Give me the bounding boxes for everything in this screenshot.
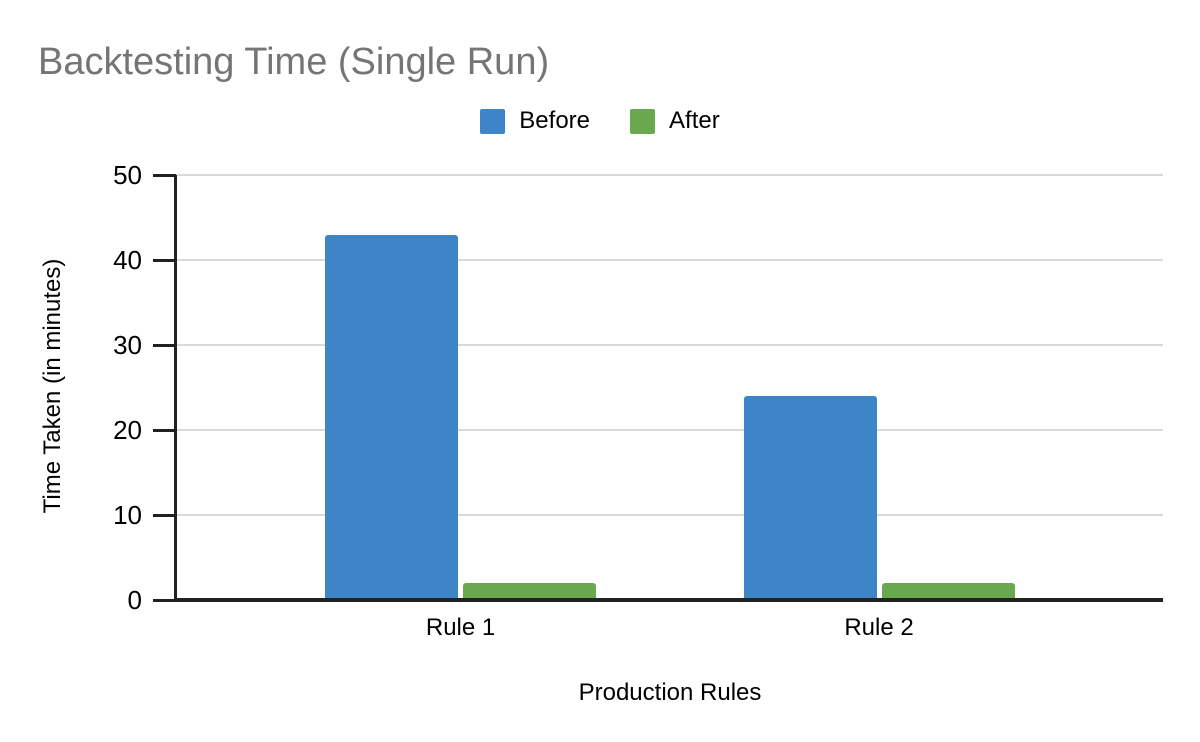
y-tick-label: 10 [113,500,142,530]
y-tick-label: 50 [113,160,142,190]
x-category-label: Rule 1 [425,614,496,641]
gridline [176,259,1163,261]
y-axis-tick [153,258,176,262]
legend-label: After [669,107,720,134]
x-category-label: Rule 2 [844,614,914,641]
bar-after-2 [881,583,1015,600]
y-tick-label: 20 [113,415,142,445]
y-tick-label: 30 [113,330,142,360]
chart-title: Backtesting Time (Single Run) [38,41,550,83]
bar-after-1 [463,583,597,600]
gridline [176,174,1163,176]
gridline [176,514,1163,516]
gridline [176,429,1163,431]
legend-item-after: After [630,106,720,136]
y-axis-tick [153,428,176,432]
y-axis-tick [153,173,176,177]
x-axis-baseline [176,598,1163,602]
y-axis-tick [153,598,176,602]
y-axis-line [174,175,177,602]
legend-label: Before [519,107,591,134]
bar-before-2 [743,396,877,600]
legend: Before After [0,106,1200,136]
legend-swatch-icon [630,108,656,134]
y-tick-label: 40 [113,245,142,275]
y-tick-label: 0 [127,585,142,615]
gridline [176,344,1163,346]
x-axis-title: Production Rules [578,679,762,706]
y-axis-tick [153,513,176,517]
legend-swatch-icon [480,108,506,134]
bar-before-1 [325,234,459,600]
legend-item-before: Before [480,106,590,136]
y-axis-tick [153,343,176,347]
